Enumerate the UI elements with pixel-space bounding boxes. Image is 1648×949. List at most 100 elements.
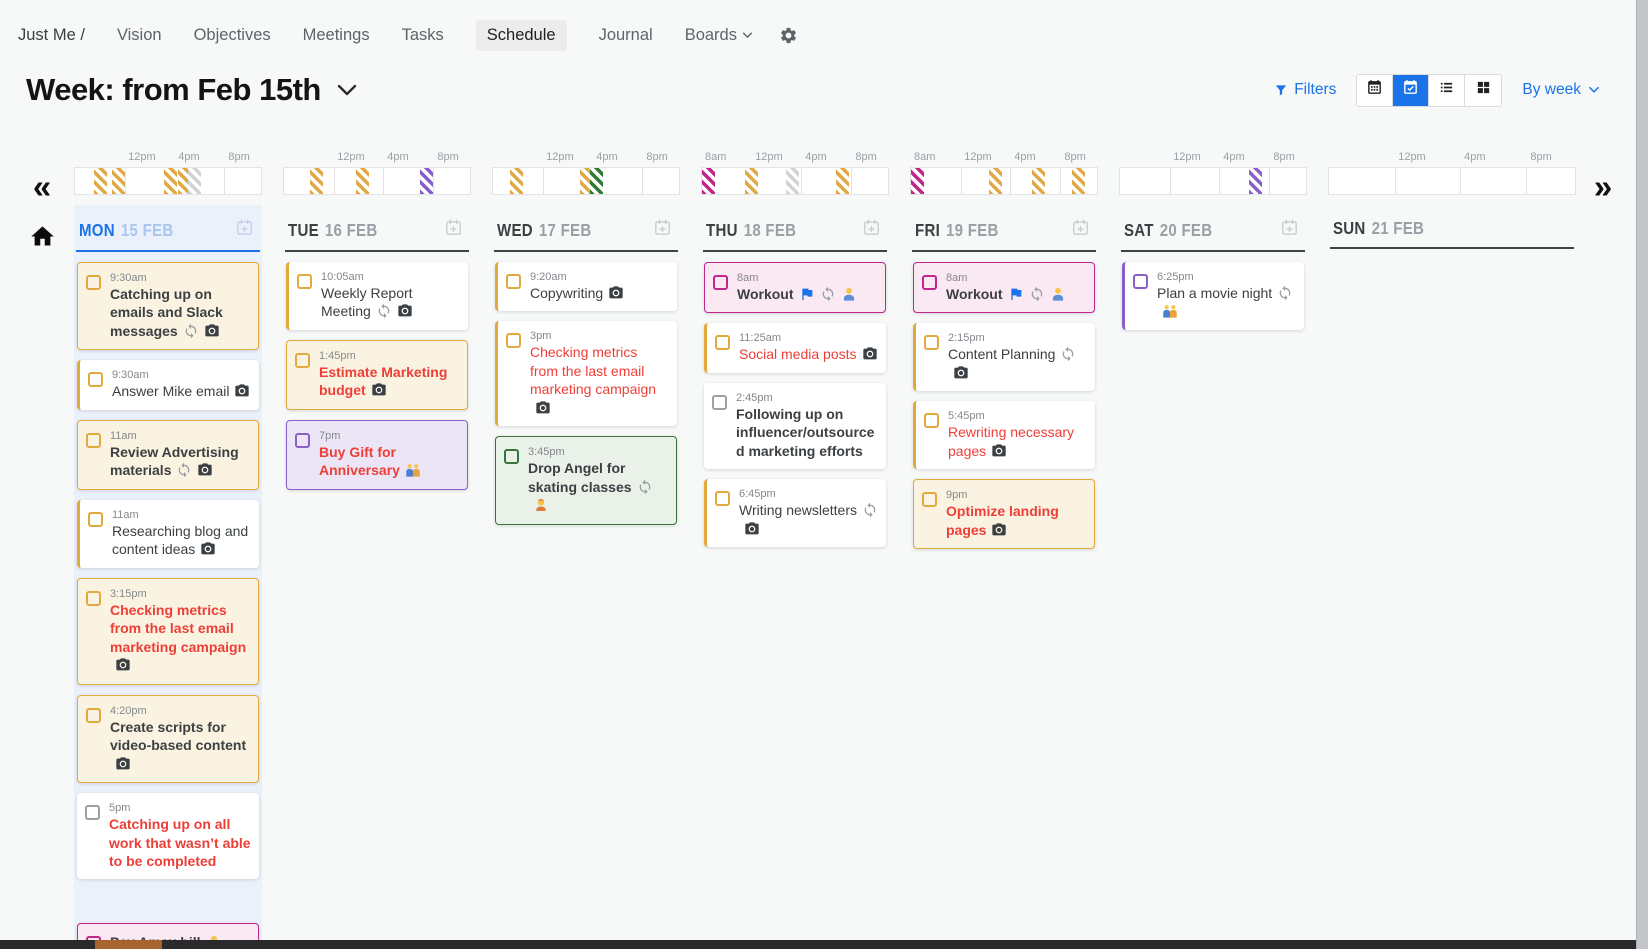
timeline-tick-label: 4pm xyxy=(178,151,200,163)
task-checkbox[interactable] xyxy=(1133,274,1148,289)
timeline-task-segment xyxy=(310,168,324,194)
add-task-calendar-icon[interactable] xyxy=(653,218,672,242)
range-select[interactable]: By week xyxy=(1522,81,1600,99)
task-content: 3:15pm Checking metrics from the last ema… xyxy=(110,588,250,675)
task-checkbox[interactable] xyxy=(715,335,730,351)
timeline-task-segment xyxy=(187,168,201,194)
task-time: 9:20am xyxy=(530,271,567,283)
timeline-tick-label: 8am xyxy=(914,151,936,163)
task-card[interactable]: 6:25pm Plan a movie night xyxy=(1122,262,1304,330)
task-card[interactable]: 3pm Checking metrics from the last email … xyxy=(495,321,677,427)
task-content: 8am Workout xyxy=(946,272,1086,303)
task-card[interactable]: 6:45pm Writing newsletters xyxy=(704,479,886,548)
task-card[interactable]: 3:45pm Drop Angel for skating classes xyxy=(495,436,677,525)
task-card[interactable]: 9pm Optimize landing pages xyxy=(913,479,1095,550)
add-task-calendar-icon[interactable] xyxy=(862,218,881,242)
vertical-scrollbar[interactable] xyxy=(1636,0,1648,949)
task-checkbox[interactable] xyxy=(924,335,939,351)
task-checkbox[interactable] xyxy=(295,432,310,448)
task-checkbox[interactable] xyxy=(85,805,100,821)
add-task-calendar-icon[interactable] xyxy=(444,218,463,242)
task-checkbox[interactable] xyxy=(922,492,937,508)
task-content: 6:45pm Writing newsletters xyxy=(739,488,878,538)
add-task-calendar-icon[interactable] xyxy=(1280,218,1299,242)
task-checkbox[interactable] xyxy=(297,274,312,289)
task-card[interactable]: 4:20pm Create scripts for video-based con… xyxy=(77,694,259,784)
toolbar: Week: from Feb 15th Filters By week xyxy=(0,60,1648,116)
list-view-view-button[interactable] xyxy=(1429,74,1466,106)
add-task-calendar-icon[interactable] xyxy=(235,218,254,242)
page-title[interactable]: Week: from Feb 15th xyxy=(26,72,357,108)
next-week-button[interactable]: » xyxy=(1593,168,1613,205)
task-time: 2:45pm xyxy=(736,391,773,404)
task-card[interactable]: 1:45pm Estimate Marketing budget xyxy=(286,339,468,410)
task-checkbox[interactable] xyxy=(86,432,101,448)
task-title: Workout xyxy=(946,285,1086,303)
calendar-check-view-button[interactable] xyxy=(1393,74,1430,106)
task-card[interactable]: 9:30am Catching up on emails and Slack me… xyxy=(77,262,259,351)
task-checkbox[interactable] xyxy=(713,275,728,290)
task-card[interactable]: 9:20am Copywriting xyxy=(495,262,677,312)
day-header: MON 15 FEB xyxy=(74,205,262,247)
calendar-month-view-button[interactable] xyxy=(1357,74,1394,106)
day-name: THU xyxy=(706,219,738,240)
repeat-icon xyxy=(1277,285,1293,301)
day-header: SUN 21 FEB xyxy=(1328,205,1576,244)
nav-item-schedule[interactable]: Schedule xyxy=(475,20,567,51)
task-content: 4:20pm Create scripts for video-based con… xyxy=(110,705,250,773)
task-card[interactable]: 2:45pm Following up on influencer/outsour… xyxy=(704,382,886,470)
list-view-icon xyxy=(1438,79,1455,101)
task-time: 6:25pm xyxy=(1157,271,1194,283)
task-card[interactable]: 5:45pm Rewriting necessary pages xyxy=(913,401,1095,470)
task-checkbox[interactable] xyxy=(924,413,939,429)
nav-item-boards[interactable]: Boards xyxy=(685,26,753,45)
task-card[interactable]: 2:15pm Content Planning xyxy=(913,323,1095,392)
task-checkbox[interactable] xyxy=(506,274,521,289)
nav-item-journal[interactable]: Journal xyxy=(599,26,653,45)
add-task-calendar-icon[interactable] xyxy=(1071,218,1090,242)
task-card[interactable]: 10:05am Weekly Report Meeting xyxy=(286,262,468,330)
timeline-tick-label: 12pm xyxy=(546,151,574,163)
task-card[interactable]: 9:30am Answer Mike email xyxy=(77,360,259,410)
task-checkbox[interactable] xyxy=(504,449,519,465)
task-card[interactable]: 11am Researching blog and content ideas xyxy=(77,499,259,568)
task-checkbox[interactable] xyxy=(506,333,521,349)
horizontal-scrollbar[interactable] xyxy=(0,940,1636,949)
task-checkbox[interactable] xyxy=(88,511,103,527)
task-checkbox[interactable] xyxy=(295,352,310,368)
filters-button[interactable]: Filters xyxy=(1274,81,1336,99)
nav-item-objectives[interactable]: Objectives xyxy=(194,26,271,45)
day-date: 18 FEB xyxy=(743,219,797,240)
task-content: 9:30am Catching up on emails and Slack me… xyxy=(110,272,250,340)
nav-item-vision[interactable]: Vision xyxy=(117,26,162,45)
task-checkbox[interactable] xyxy=(712,394,727,410)
timeline-task-segment xyxy=(835,168,849,194)
timeline-task-segment xyxy=(1249,168,1263,194)
task-card[interactable]: 11:25am Social media posts xyxy=(704,323,886,373)
settings-gear-icon[interactable] xyxy=(779,26,798,45)
grid-view-icon xyxy=(1475,79,1492,101)
prev-week-button[interactable]: « xyxy=(32,168,52,205)
grid-view-view-button[interactable] xyxy=(1465,74,1502,106)
task-card[interactable]: 11am Review Advertising materials xyxy=(77,419,259,490)
task-checkbox[interactable] xyxy=(88,372,103,388)
task-card[interactable]: 7pm Buy Gift for Anniversary xyxy=(286,419,468,490)
task-time: 5:45pm xyxy=(948,410,985,423)
task-checkbox[interactable] xyxy=(86,590,101,606)
task-card[interactable]: 3:15pm Checking metrics from the last ema… xyxy=(77,577,259,685)
task-checkbox[interactable] xyxy=(922,275,937,290)
task-checkbox[interactable] xyxy=(715,491,730,507)
home-icon[interactable] xyxy=(29,223,56,255)
task-card[interactable]: 8am Workout xyxy=(704,262,886,314)
nav-item-label: Objectives xyxy=(193,26,271,44)
task-checkbox[interactable] xyxy=(86,275,101,290)
timeline-bar xyxy=(283,167,471,195)
task-title: Writing newsletters xyxy=(739,501,878,538)
task-card[interactable]: 5pm Catching up on all work that wasn’t a… xyxy=(77,793,259,880)
breadcrumb[interactable]: Just Me / xyxy=(18,26,85,44)
nav-item-tasks[interactable]: Tasks xyxy=(402,26,444,45)
task-checkbox[interactable] xyxy=(86,707,101,723)
nav-item-meetings[interactable]: Meetings xyxy=(303,26,370,45)
horizontal-scrollbar-thumb[interactable] xyxy=(95,940,162,949)
task-card[interactable]: 8am Workout xyxy=(913,262,1095,314)
